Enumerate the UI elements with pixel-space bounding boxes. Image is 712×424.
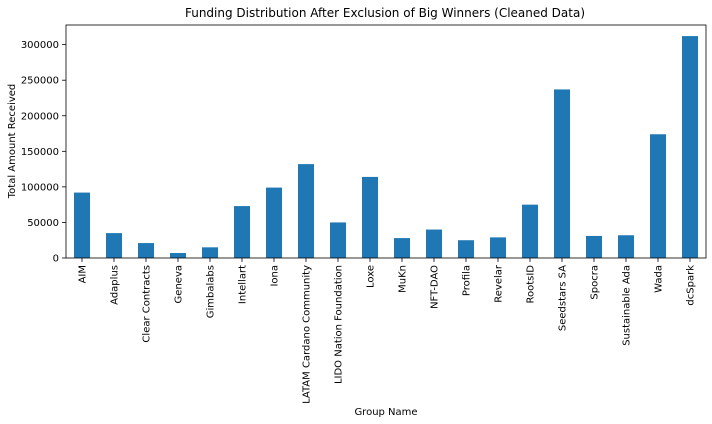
x-axis-title: Group Name xyxy=(354,407,417,418)
bar xyxy=(682,36,698,258)
bar xyxy=(74,192,90,258)
bar xyxy=(266,187,282,258)
x-tick-label: Clear Contracts xyxy=(142,265,153,343)
x-tick-label: RootsID xyxy=(526,265,537,304)
bar xyxy=(106,233,122,258)
bar xyxy=(202,247,218,258)
bar xyxy=(426,229,442,258)
x-tick-label: AIM xyxy=(78,265,89,283)
x-tick-label: LATAM Cardano Community xyxy=(302,265,313,404)
x-tick-label: Loxe xyxy=(366,265,377,288)
chart-title: Funding Distribution After Exclusion of … xyxy=(185,6,585,20)
y-tick-label: 200000 xyxy=(21,111,59,122)
bar xyxy=(234,206,250,258)
x-tick-label: Sustainable Ada xyxy=(622,265,633,346)
y-tick-label: 0 xyxy=(53,254,59,265)
x-tick-label: Gimbalabs xyxy=(206,265,217,318)
bar xyxy=(586,235,602,258)
bar xyxy=(362,176,378,258)
x-tick-label: Intellart xyxy=(238,265,249,304)
x-tick-label: Wada xyxy=(654,265,665,293)
bar xyxy=(490,237,506,258)
x-tick-label: Seedstars SA xyxy=(558,265,569,331)
x-tick-label: NFT-DAO xyxy=(430,265,441,309)
bar xyxy=(458,240,474,258)
x-tick-label: dcSpark xyxy=(686,265,697,306)
x-tick-label: Spocra xyxy=(590,265,601,300)
y-axis-title: Total Amount Received xyxy=(7,84,18,200)
x-tick-label: Geneva xyxy=(174,265,185,303)
plot-area: 0 50000 100000 150000 200000 250000 300000 AIM A… xyxy=(21,24,707,404)
x-tick-label: Profila xyxy=(462,265,473,296)
plot-frame xyxy=(65,24,707,259)
x-tick-label: Iona xyxy=(270,265,281,287)
x-tick-label: Adaplus xyxy=(110,265,121,305)
bar xyxy=(618,235,634,258)
y-tick-label: 50000 xyxy=(27,218,59,229)
bar xyxy=(298,164,314,258)
y-tick-label: 250000 xyxy=(21,76,59,87)
bar xyxy=(650,134,666,258)
y-tick-label: 300000 xyxy=(21,40,59,51)
bar xyxy=(522,204,538,258)
y-tick-label: 150000 xyxy=(21,147,59,158)
bar xyxy=(138,243,154,258)
bar xyxy=(554,89,570,258)
bar xyxy=(394,238,410,258)
bar xyxy=(170,253,186,258)
x-tick-label: MuKn xyxy=(398,265,409,293)
x-tick-label: Revelar xyxy=(494,264,505,303)
bar xyxy=(330,222,346,258)
x-tick-label: LIDO Nation Foundation xyxy=(334,265,345,384)
y-tick-label: 100000 xyxy=(21,182,59,193)
